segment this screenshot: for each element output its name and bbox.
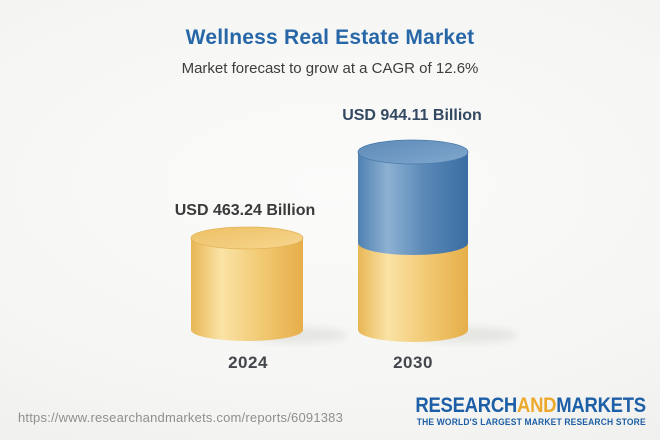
researchandmarkets-logo: RESEARCHANDMARKETS THE WORLD'S LARGEST M… [384, 394, 647, 427]
chart-title: Wellness Real Estate Market [185, 26, 475, 49]
value-label-2030: USD 944.11 Billion [342, 107, 482, 124]
chart-subtitle: Market forecast to grow at a CAGR of 12.… [181, 60, 479, 77]
bar-2030-top-face [357, 139, 469, 165]
logo-word-research: RESEARCH [415, 394, 518, 417]
report-url: https://www.researchandmarkets.com/repor… [18, 410, 344, 425]
bar-2024-cylinder [190, 226, 304, 341]
logo-wordmark: RESEARCHANDMARKETS [415, 394, 647, 417]
bar-2024-top-face [190, 226, 304, 250]
bar-2030-cylinder [357, 139, 469, 342]
bar-2024-body [191, 238, 303, 341]
logo-word-markets: MARKETS [556, 394, 646, 417]
logo-tagline: THE WORLD'S LARGEST MARKET RESEARCH STOR… [416, 417, 646, 427]
logo-word-and: AND [517, 394, 557, 417]
axis-label-2024: 2024 [228, 353, 268, 372]
value-label-2024: USD 463.24 Billion [174, 202, 316, 219]
axis-label-2030: 2030 [393, 353, 433, 372]
bar-2030-blue-segment [358, 152, 468, 255]
bar-2030-yellow-segment [358, 239, 468, 342]
